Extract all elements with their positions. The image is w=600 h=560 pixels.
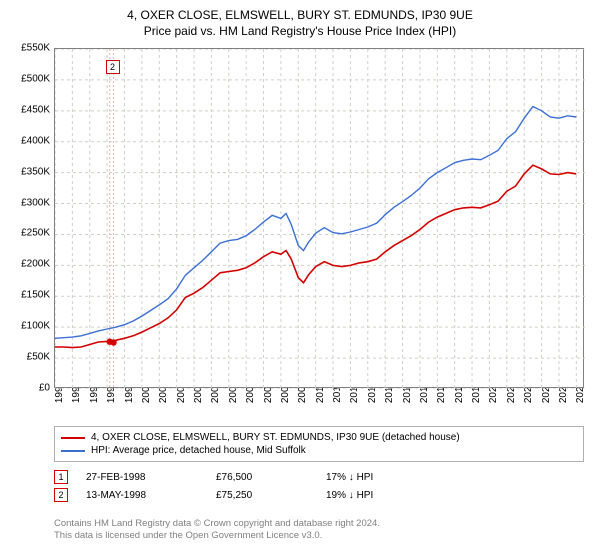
sale-marker-box: 2 [54,488,68,502]
legend-label: 4, OXER CLOSE, ELMSWELL, BURY ST. EDMUND… [91,432,460,443]
y-tick-label: £550K [6,43,50,54]
sales-table-row: 2 13-MAY-1998£75,25019% ↓ HPI [54,486,584,504]
title-block: 4, OXER CLOSE, ELMSWELL, BURY ST. EDMUND… [0,0,600,38]
y-tick-label: £500K [6,73,50,84]
legend: 4, OXER CLOSE, ELMSWELL, BURY ST. EDMUND… [54,426,584,462]
y-tick-label: £100K [6,321,50,332]
sale-marker-box: 2 [106,60,120,74]
sale-vs-hpi: 17% ↓ HPI [326,472,446,483]
chart-subtitle: Price paid vs. HM Land Registry's House … [0,24,600,38]
y-tick-label: £200K [6,259,50,270]
plot-svg [55,49,585,389]
y-tick-label: £350K [6,166,50,177]
legend-label: HPI: Average price, detached house, Mid … [91,445,306,456]
chart-container: 4, OXER CLOSE, ELMSWELL, BURY ST. EDMUND… [0,0,600,560]
y-tick-label: £250K [6,228,50,239]
sale-vs-hpi: 19% ↓ HPI [326,490,446,501]
footer-line-2: This data is licensed under the Open Gov… [54,530,584,542]
sales-table: 1 27-FEB-1998£76,50017% ↓ HPI 2 13-MAY-1998… [54,468,584,504]
chart-title: 4, OXER CLOSE, ELMSWELL, BURY ST. EDMUND… [0,8,600,22]
footer-note: Contains HM Land Registry data © Crown c… [54,518,584,543]
sale-marker-box: 1 [54,470,68,484]
sale-price: £75,250 [216,490,326,501]
y-tick-label: £300K [6,197,50,208]
legend-row: 4, OXER CLOSE, ELMSWELL, BURY ST. EDMUND… [61,431,577,444]
legend-swatch [61,450,85,452]
sale-date: 13-MAY-1998 [86,490,216,501]
sales-table-row: 1 27-FEB-1998£76,50017% ↓ HPI [54,468,584,486]
y-tick-label: £450K [6,104,50,115]
y-tick-label: £400K [6,135,50,146]
footer-line-1: Contains HM Land Registry data © Crown c… [54,518,584,530]
y-tick-label: £0 [6,383,50,394]
sale-date: 27-FEB-1998 [86,472,216,483]
legend-row: HPI: Average price, detached house, Mid … [61,444,577,457]
y-tick-label: £50K [6,352,50,363]
plot-area [54,48,584,388]
sale-price: £76,500 [216,472,326,483]
y-tick-label: £150K [6,290,50,301]
legend-swatch [61,437,85,439]
